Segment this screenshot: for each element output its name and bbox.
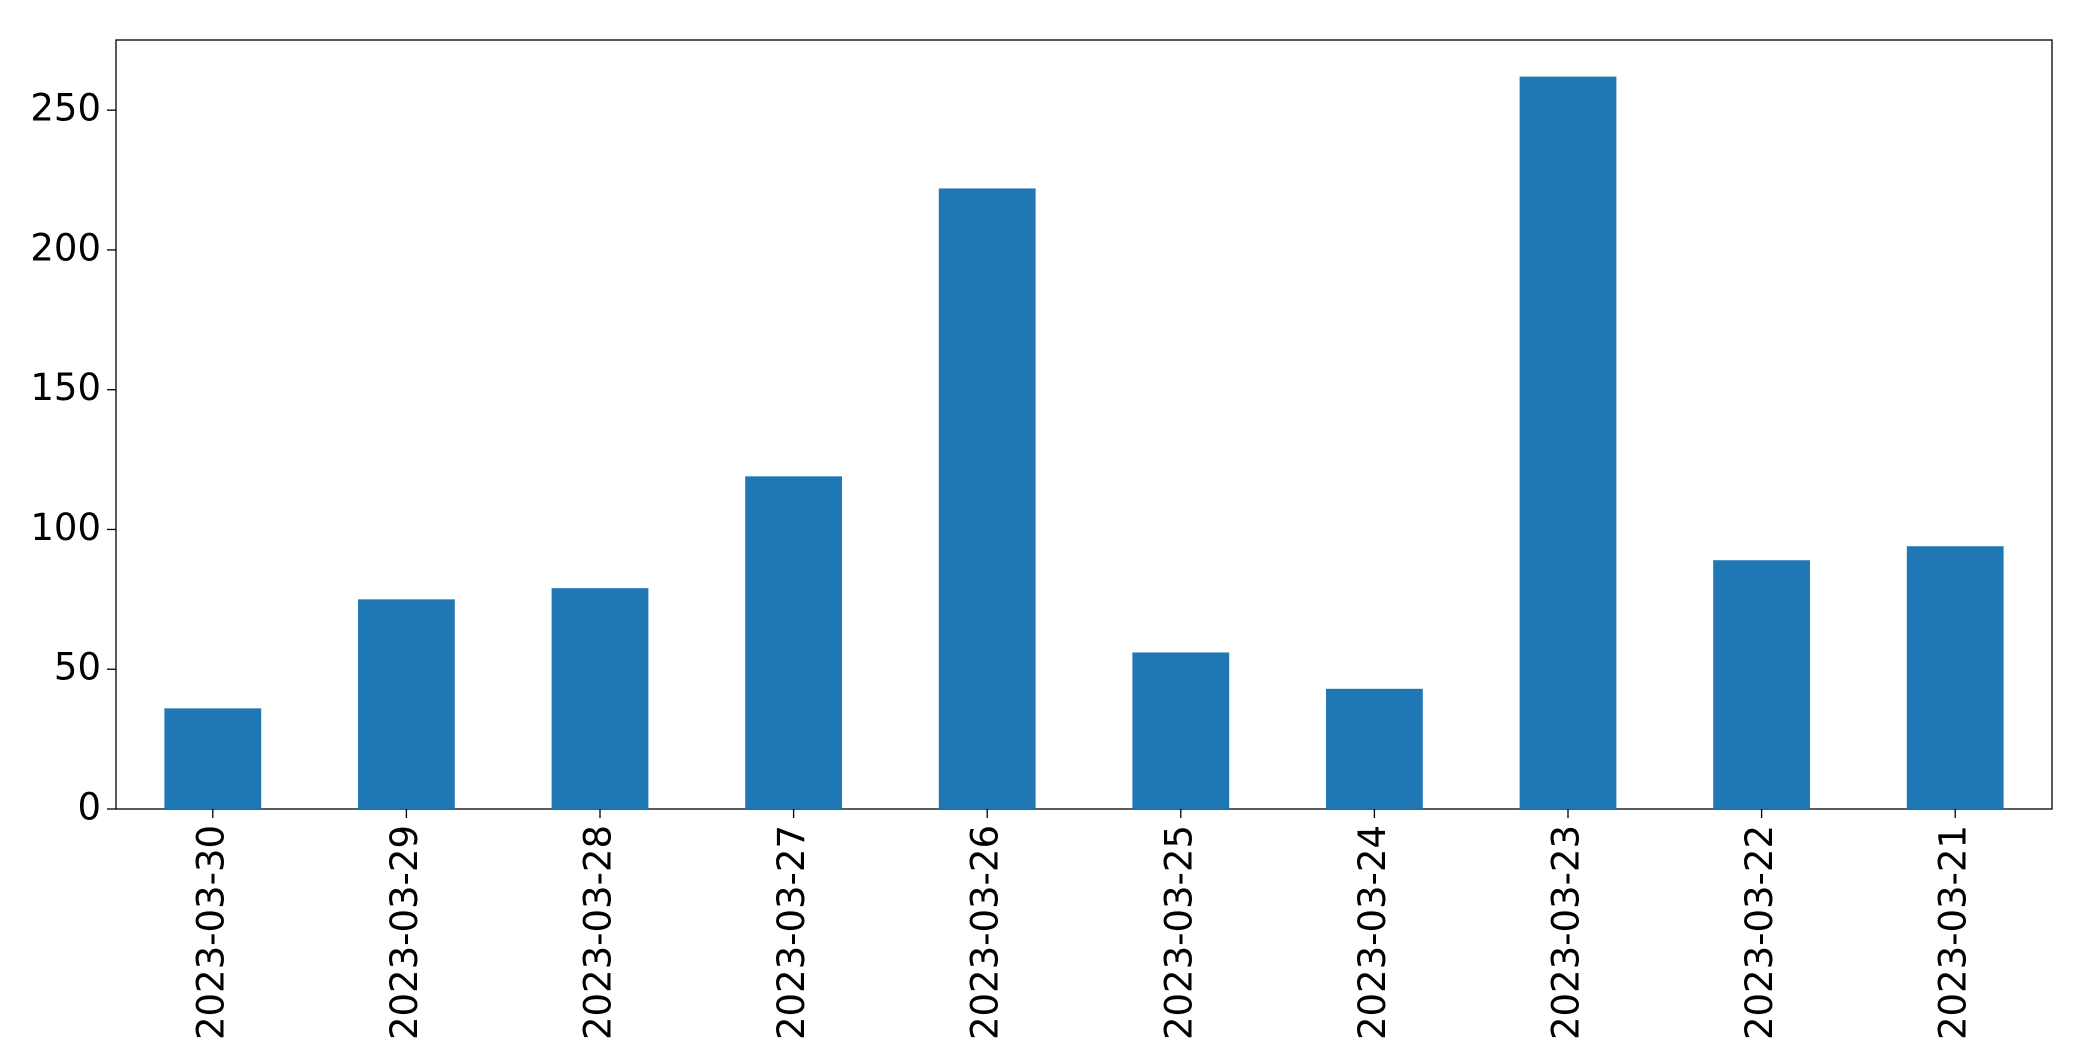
x-tick-label: 2023-03-26	[964, 825, 1007, 1040]
bar	[164, 708, 262, 809]
bar	[1519, 76, 1617, 810]
x-tick-label: 2023-03-29	[383, 825, 426, 1040]
bar	[1326, 688, 1423, 809]
x-tick-label: 2023-03-22	[1738, 825, 1781, 1040]
bar	[551, 588, 649, 809]
x-tick-label: 2023-03-24	[1351, 825, 1394, 1040]
bar	[745, 476, 842, 809]
y-tick-label: 0	[77, 786, 101, 829]
y-tick-label: 50	[54, 646, 101, 689]
x-tick-label: 2023-03-25	[1157, 825, 1200, 1040]
bar	[1713, 560, 1810, 809]
x-tick-label: 2023-03-30	[189, 825, 232, 1040]
x-tick-label: 2023-03-21	[1932, 825, 1975, 1040]
x-tick-label: 2023-03-27	[770, 825, 813, 1040]
x-tick-label: 2023-03-28	[577, 825, 620, 1040]
y-tick-label: 250	[30, 87, 101, 130]
plot-frame	[115, 39, 2053, 810]
bar	[938, 188, 1036, 810]
y-tick-label: 200	[30, 226, 101, 269]
bar	[1132, 652, 1230, 809]
bar	[1906, 546, 2004, 809]
bar	[358, 599, 455, 809]
y-tick-label: 100	[30, 506, 101, 549]
y-tick-label: 150	[30, 366, 101, 409]
x-tick-label: 2023-03-23	[1545, 825, 1588, 1040]
